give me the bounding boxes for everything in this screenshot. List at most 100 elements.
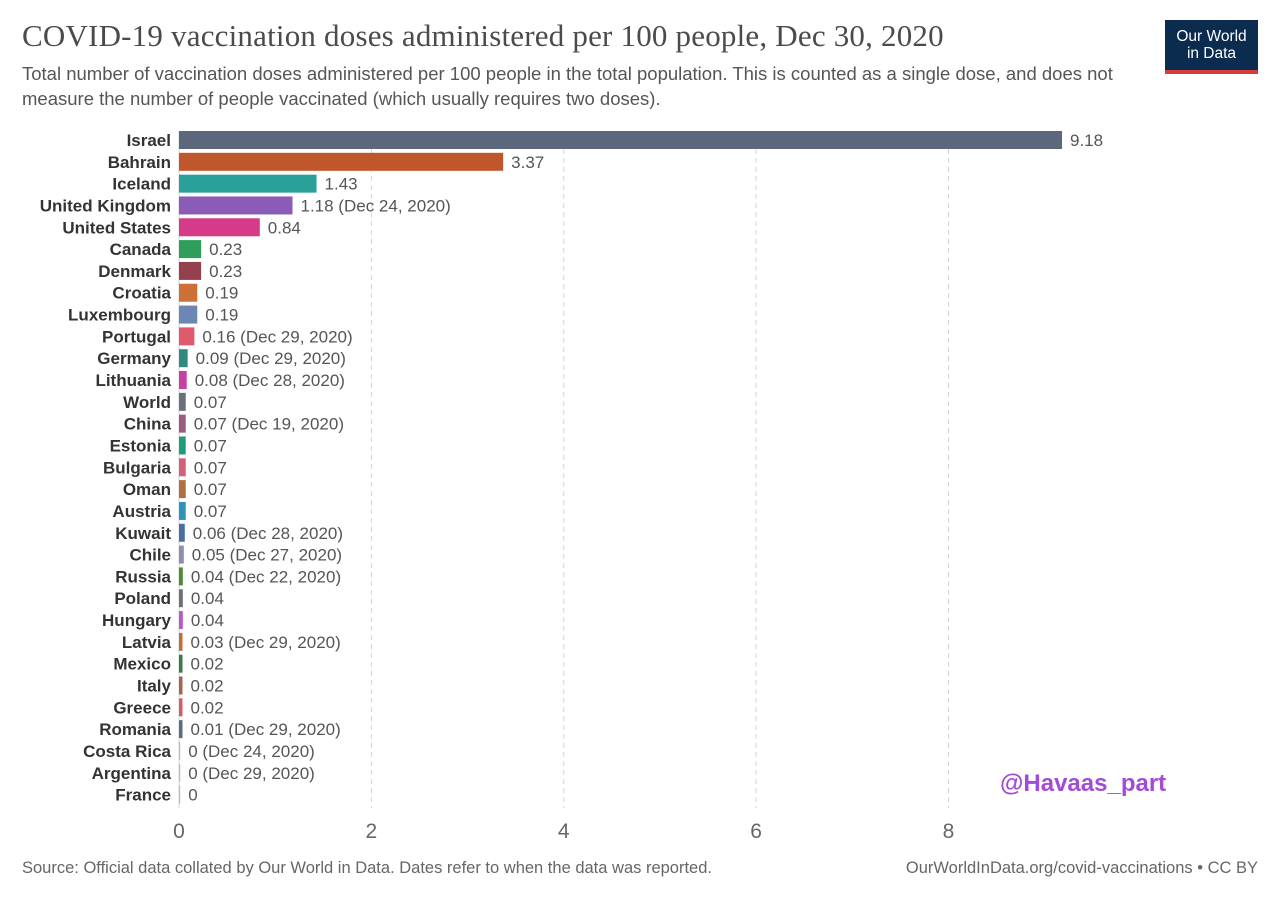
value-label: 0: [188, 786, 197, 805]
category-label: Kuwait: [115, 524, 171, 543]
chart-title: COVID-19 vaccination doses administered …: [22, 18, 944, 53]
category-label: China: [124, 415, 172, 434]
owid-logo[interactable]: Our World in Data: [1165, 20, 1258, 74]
category-label: Hungary: [102, 611, 172, 630]
x-tick-label: 6: [750, 820, 762, 843]
bar-greece[interactable]: [179, 698, 183, 717]
category-label: Bulgaria: [103, 458, 172, 477]
bar-kuwait[interactable]: [179, 523, 185, 542]
category-label: France: [115, 786, 171, 805]
category-label: Bahrain: [108, 153, 171, 172]
bars: [179, 131, 1062, 804]
value-label: 0.05 (Dec 27, 2020): [192, 546, 342, 565]
category-label: United Kingdom: [40, 196, 171, 215]
bar-iceland[interactable]: [179, 174, 317, 193]
category-label: Mexico: [113, 655, 171, 674]
value-label: 0.07: [194, 480, 227, 499]
category-label: Croatia: [112, 284, 171, 303]
value-label: 0.04: [191, 611, 224, 630]
source-note: Source: Official data collated by Our Wo…: [22, 859, 712, 877]
labels: Israel 9.18 Bahrain 3.37 Iceland 1.43 United K…: [40, 131, 1103, 805]
value-label: 0.04: [191, 589, 224, 608]
bar-estonia[interactable]: [179, 436, 186, 455]
value-label: 3.37: [511, 153, 544, 172]
chart-subtitle: Total number of vaccination doses admini…: [22, 63, 1113, 109]
bar-china[interactable]: [179, 414, 186, 433]
category-label: Austria: [112, 502, 171, 521]
x-tick-label: 8: [943, 820, 955, 843]
bar-france[interactable]: [179, 785, 181, 804]
bar-chile[interactable]: [179, 545, 184, 564]
value-label: 0.06 (Dec 28, 2020): [193, 524, 343, 543]
value-label: 1.43: [325, 175, 358, 194]
bar-italy[interactable]: [179, 676, 183, 695]
bar-latvia[interactable]: [179, 632, 183, 651]
bar-bahrain[interactable]: [179, 152, 504, 171]
category-label: Estonia: [110, 436, 172, 455]
bar-mexico[interactable]: [179, 654, 183, 673]
watermark-text: @Havaas_part: [1000, 770, 1167, 797]
value-label: 0.07: [194, 502, 227, 521]
value-label: 0.02: [191, 698, 224, 717]
category-label: Greece: [113, 698, 171, 717]
category-label: Portugal: [102, 327, 171, 346]
bar-russia[interactable]: [179, 567, 183, 586]
bar-luxembourg[interactable]: [179, 305, 198, 324]
value-label: 0.03 (Dec 29, 2020): [191, 633, 341, 652]
value-label: 0.09 (Dec 29, 2020): [196, 349, 346, 368]
value-label: 0.07: [194, 393, 227, 412]
category-label: Israel: [127, 131, 171, 150]
value-label: 0.19: [205, 306, 238, 325]
value-label: 0.19: [205, 284, 238, 303]
value-label: 0.07: [194, 436, 227, 455]
category-label: United States: [62, 218, 171, 237]
x-tick-label: 2: [366, 820, 378, 843]
logo-line-1: Our World: [1176, 28, 1247, 45]
category-label: Poland: [114, 589, 171, 608]
category-label: Chile: [129, 546, 171, 565]
value-label: 0.02: [191, 677, 224, 696]
value-label: 0.23: [209, 240, 242, 259]
category-label: Germany: [97, 349, 171, 368]
x-axis-ticks: 0 2 4 6 8: [173, 820, 954, 843]
value-label: 0.01 (Dec 29, 2020): [191, 720, 341, 739]
bar-denmark[interactable]: [179, 261, 202, 280]
bar-world[interactable]: [179, 392, 186, 411]
category-label: Luxembourg: [68, 306, 171, 325]
category-label: Argentina: [92, 764, 172, 783]
category-label: Romania: [99, 720, 171, 739]
bar-united-states[interactable]: [179, 218, 260, 237]
bar-canada[interactable]: [179, 240, 202, 259]
logo-line-2: in Data: [1186, 45, 1237, 62]
footer-link[interactable]: OurWorldInData.org/covid-vaccinations • …: [905, 859, 1258, 877]
value-label: 0.04 (Dec 22, 2020): [191, 567, 341, 586]
bar-costa-rica[interactable]: [179, 741, 181, 760]
bar-croatia[interactable]: [179, 283, 198, 302]
category-label: Iceland: [112, 175, 171, 194]
category-label: World: [123, 393, 171, 412]
value-label: 0.07 (Dec 19, 2020): [194, 415, 344, 434]
x-tick-label: 4: [558, 820, 570, 843]
bar-bulgaria[interactable]: [179, 458, 186, 477]
bar-portugal[interactable]: [179, 327, 195, 346]
bar-germany[interactable]: [179, 349, 188, 368]
value-label: 0.02: [191, 655, 224, 674]
value-label: 0.08 (Dec 28, 2020): [195, 371, 345, 390]
value-label: 0.84: [268, 218, 301, 237]
category-label: Russia: [115, 567, 171, 586]
bar-argentina[interactable]: [179, 763, 181, 782]
bar-austria[interactable]: [179, 501, 186, 520]
category-label: Denmark: [98, 262, 171, 281]
x-tick-label: 0: [173, 820, 185, 843]
bar-poland[interactable]: [179, 589, 183, 608]
bar-hungary[interactable]: [179, 611, 183, 630]
bar-lithuania[interactable]: [179, 371, 187, 390]
category-label: Costa Rica: [83, 742, 171, 761]
bar-israel[interactable]: [179, 131, 1062, 149]
bar-romania[interactable]: [179, 720, 183, 739]
value-label: 1.18 (Dec 24, 2020): [301, 196, 451, 215]
bar-united-kingdom[interactable]: [179, 196, 293, 215]
category-label: Italy: [137, 677, 172, 696]
bar-oman[interactable]: [179, 480, 186, 499]
